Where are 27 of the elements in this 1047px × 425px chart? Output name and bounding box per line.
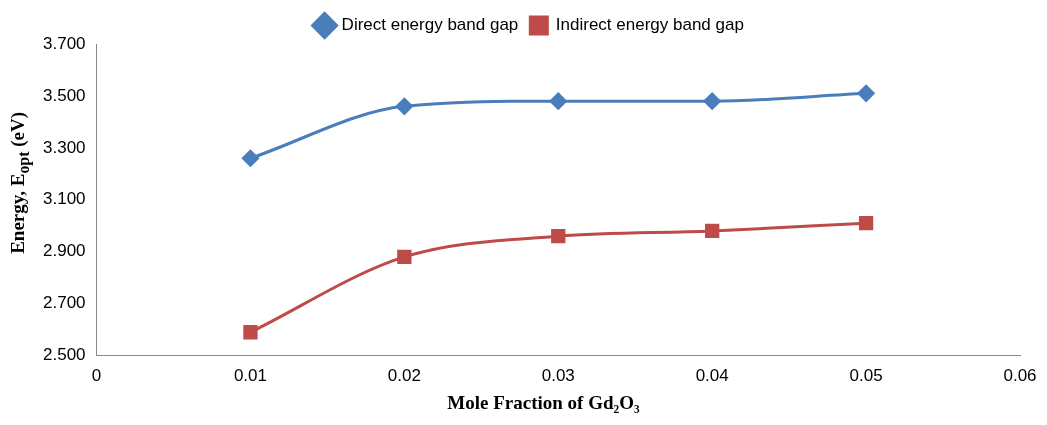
point (549, 92, 567, 110)
point (395, 97, 413, 115)
point (705, 223, 720, 239)
point (397, 249, 412, 265)
y-tick-label: 3.700 (42, 33, 86, 53)
point (243, 325, 258, 340)
x-tick-label: 0 (91, 366, 102, 386)
point (241, 149, 259, 167)
point (551, 229, 566, 244)
y-tick-label: 2.900 (42, 241, 86, 261)
x-tick-label: 0.01 (233, 366, 267, 386)
x-tick-label: 0.04 (695, 366, 729, 386)
legend-label: Indirect energy band gap (555, 15, 744, 35)
point (857, 84, 875, 102)
legend-label: Direct energy band gap (341, 15, 519, 35)
y-tick-label: 2.700 (42, 293, 86, 313)
point (703, 92, 721, 110)
y-tick-label: 3.500 (42, 85, 86, 105)
y-tick-label: 2.500 (42, 345, 86, 365)
y-tick-label: 3.100 (42, 189, 86, 209)
y-tick-label: 3.300 (42, 137, 86, 157)
point (858, 216, 874, 231)
x-axis-title: Mole Fraction of Gd₂O₃ (446, 392, 641, 414)
x-tick-label: 0.03 (541, 366, 575, 386)
x-tick-label: 0.06 (1003, 366, 1037, 386)
x-tick-label: 0.05 (849, 366, 883, 386)
x-tick-label: 0.02 (387, 366, 421, 386)
